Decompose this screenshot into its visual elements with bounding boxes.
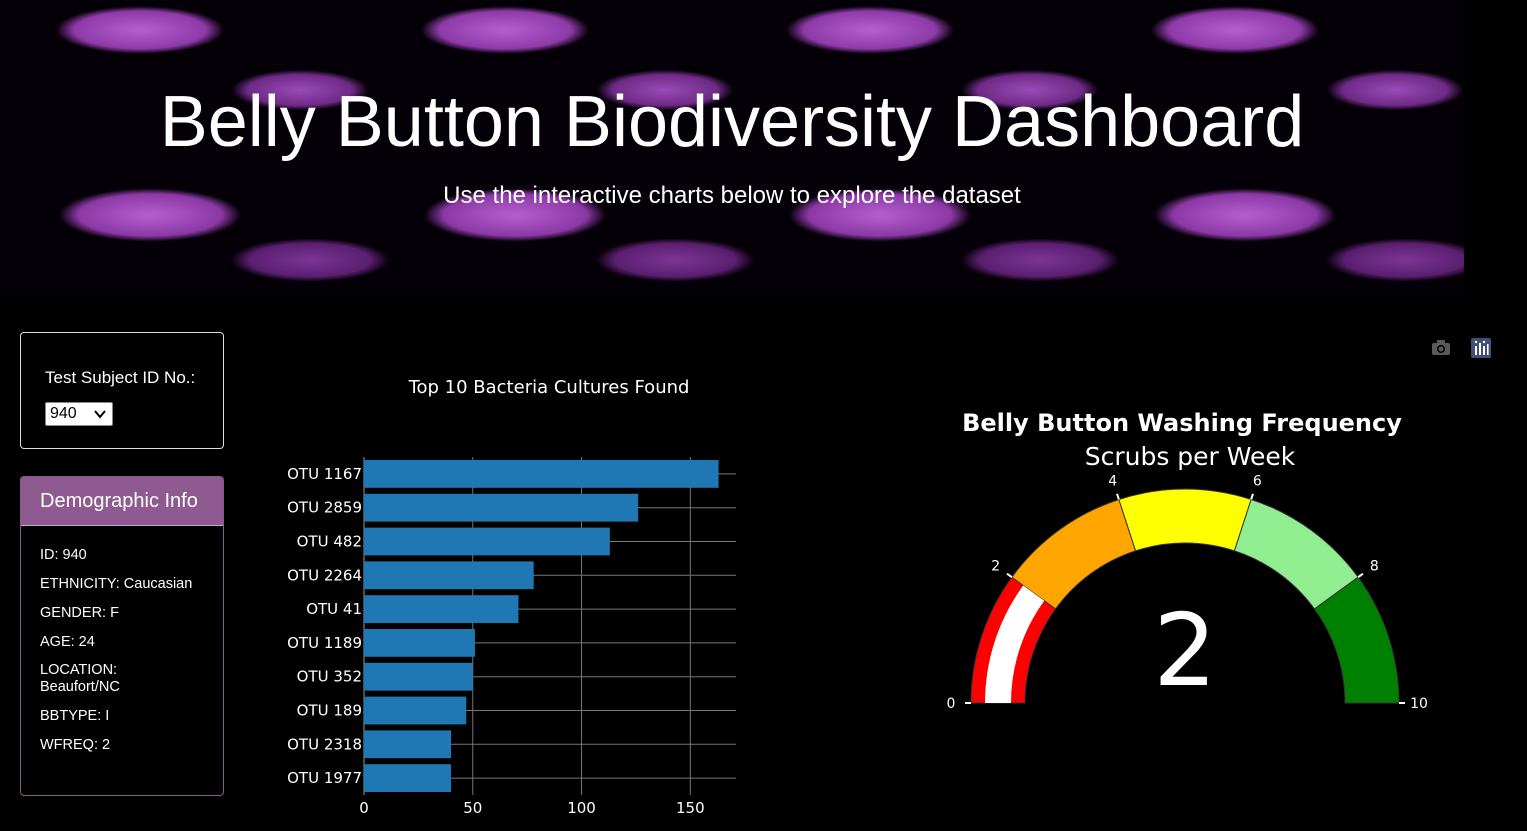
bar[interactable]	[364, 561, 534, 590]
gauge-tick-label: 0	[947, 696, 956, 712]
demo-id: ID: 940	[40, 547, 87, 563]
bar-y-tick-label: OTU 189	[297, 702, 362, 720]
top10-bar-chart[interactable]: Top 10 Bacteria Cultures Found OTU 1167O…	[270, 360, 770, 830]
plotly-logo-icon[interactable]	[1468, 335, 1494, 361]
demo-bbtype: BBTYPE: I	[40, 708, 110, 724]
bar-y-tick-label: OTU 1189	[287, 634, 362, 652]
bar-chart-title: Top 10 Bacteria Cultures Found	[408, 377, 690, 398]
subject-id-select[interactable]: 940	[45, 402, 113, 426]
demo-wfreq: WFREQ: 2	[40, 737, 111, 753]
bar-y-tick-label: OTU 2318	[287, 735, 362, 753]
bar-y-tick-label: OTU 352	[297, 668, 362, 686]
demo-gender: GENDER: F	[40, 605, 119, 621]
demo-ethnicity: ETHNICITY: Caucasian	[40, 576, 193, 592]
gauge-tick	[1116, 493, 1120, 500]
bar-x-labels: 0 50 100 150	[359, 799, 704, 817]
gauge-title: Belly Button Washing Frequency	[962, 409, 1402, 437]
gauge-bar	[985, 585, 1045, 703]
gauge-step	[1118, 488, 1252, 552]
demographic-body: ID: 940 ETHNICITY: Caucasian GENDER: F A…	[21, 526, 223, 754]
demo-location: LOCATION: Beaufort/NC	[40, 662, 120, 695]
bar[interactable]	[364, 629, 475, 657]
bar[interactable]	[364, 730, 452, 759]
demographic-heading: Demographic Info	[21, 477, 223, 526]
bar-y-tick-label: OTU 1167	[287, 465, 362, 483]
bar-x-tick-label: 50	[463, 799, 482, 817]
bar-y-tick-label: OTU 2859	[287, 499, 362, 517]
header-banner: Belly Button Biodiversity Dashboard Use …	[0, 0, 1464, 294]
gauge-tick	[1250, 493, 1254, 500]
page-subtitle: Use the interactive charts below to expl…	[443, 182, 1021, 209]
bar[interactable]	[364, 696, 467, 725]
gauge-ticks: 0 2 4 6 8 10	[947, 473, 1428, 712]
bar-y-tick-label: OTU 1977	[287, 769, 362, 787]
wash-frequency-gauge[interactable]: Belly Button Washing Frequency Scrubs pe…	[900, 395, 1500, 735]
subject-selector-label: Test Subject ID No.:	[45, 368, 196, 387]
page-title: Belly Button Biodiversity Dashboard	[159, 82, 1305, 162]
bar[interactable]	[364, 764, 452, 792]
bar-y-tick-label: OTU 482	[297, 533, 362, 551]
bar[interactable]	[364, 662, 473, 691]
demo-age: AGE: 24	[40, 634, 95, 650]
bar-x-tick-label: 150	[676, 799, 705, 817]
subject-selector-panel: Test Subject ID No.: 940	[20, 332, 224, 449]
gauge-value: 2	[1153, 592, 1217, 709]
gauge-tick-label: 4	[1108, 473, 1117, 489]
camera-icon[interactable]	[1428, 335, 1454, 361]
bar-y-labels: OTU 1167 OTU 2859 OTU 482 OTU 2264 OTU 41 OTU…	[287, 465, 362, 787]
bar-series	[364, 460, 719, 792]
demographic-panel: Demographic Info ID: 940 ETHNICITY: Cauc…	[20, 476, 224, 796]
gauge-subtitle: Scrubs per Week	[1085, 442, 1296, 471]
gauge-tick	[1357, 572, 1364, 579]
subject-id-value: 940	[50, 405, 77, 422]
gauge-tick-label: 10	[1410, 696, 1428, 712]
bar-x-tick-label: 0	[359, 799, 369, 817]
bar[interactable]	[364, 527, 610, 556]
gauge-tick-label: 6	[1253, 473, 1262, 489]
bar-y-tick-label: OTU 41	[306, 600, 362, 618]
gauge-tick	[1006, 572, 1013, 579]
gauge-tick-label: 8	[1370, 558, 1379, 574]
bar-y-tick-label: OTU 2264	[287, 566, 362, 584]
gauge-value-bar	[985, 585, 1045, 703]
chevron-down-icon	[94, 410, 106, 419]
bar[interactable]	[364, 493, 639, 522]
bar[interactable]	[364, 595, 519, 623]
gauge-tick-label: 2	[991, 558, 1000, 574]
bar-x-tick-label: 100	[567, 799, 596, 817]
chart-modebar	[1428, 335, 1498, 361]
bar[interactable]	[364, 460, 719, 488]
